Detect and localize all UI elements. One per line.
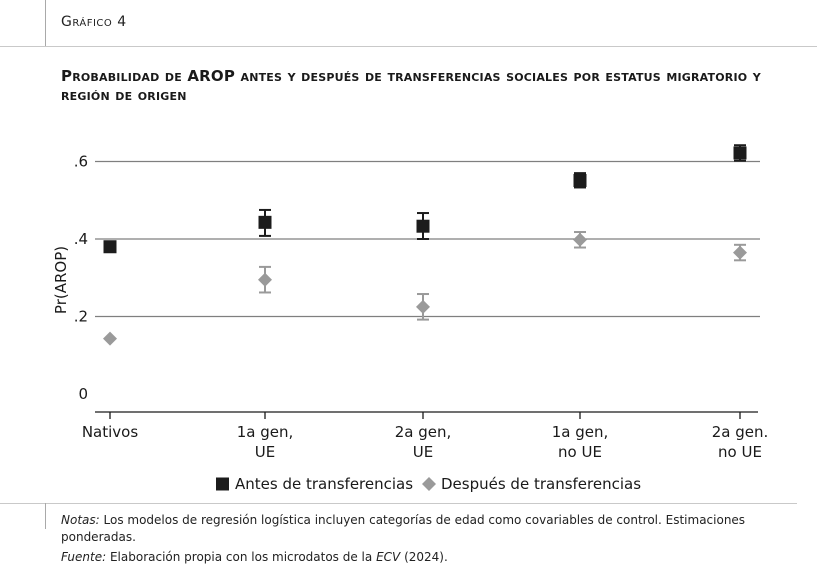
chart-area: 0 .2 .4 .6 Pr(AROP) Nativos 1a gen, UE 2a gen, UE… [52,144,769,493]
notes-text: Los modelos de regresión logística inclu… [61,513,746,544]
legend-label-despues: Después de transferencias [441,475,641,493]
x-tick-label: 1a gen, [237,423,294,441]
x-tick-label: 2a gen. [712,423,769,441]
marker-antes [733,146,747,160]
footer-top-rule [0,503,797,504]
marker-despues [416,299,430,314]
marker-despues [573,232,587,247]
marker-antes [416,219,430,233]
notes: Notas: Los modelos de regresión logístic… [61,512,801,546]
x-tick-label: UE [413,443,433,461]
notes-label: Notas: [61,513,100,527]
x-tick-label: Nativos [82,423,139,441]
x-tick-label: UE [255,443,275,461]
marker-antes [103,240,117,254]
marker-antes [573,173,587,187]
source-label: Fuente: [61,550,107,564]
y-axis-title: Pr(AROP) [52,246,70,314]
source-text: Elaboración propia con los microdatos de… [109,550,373,564]
footer-left-rule [45,503,46,529]
y-tick-label: .6 [74,153,88,171]
y-tick-label: .2 [74,308,88,326]
marker-despues [103,331,117,346]
source-dataset: ECV [376,550,401,564]
x-tick-label: 2a gen, [395,423,452,441]
y-tick-label: .4 [74,230,88,248]
marker-antes [258,215,272,229]
marker-despues [258,272,272,287]
x-tick-label: 1a gen, [552,423,609,441]
chart-title: Probabilidad de AROP antes y después de … [61,67,761,104]
header-left-rule [45,0,46,46]
y-tick-label: 0 [78,385,88,403]
header-bottom-rule [0,46,817,47]
x-tick-label: no UE [718,443,762,461]
legend-label-antes: Antes de transferencias [235,475,413,493]
marker-despues [733,245,747,260]
source-year: (2024). [404,550,448,564]
legend-marker-despues [422,477,436,491]
legend-marker-antes [216,477,229,491]
x-tick-label: no UE [558,443,602,461]
figure-label: Gráfico 4 [61,14,127,30]
source: Fuente: Elaboración propia con los micro… [61,550,801,564]
